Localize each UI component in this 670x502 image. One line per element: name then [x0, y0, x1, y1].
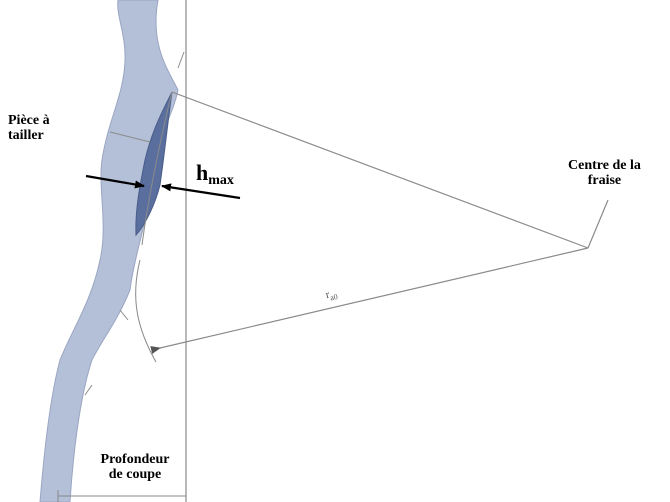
workpiece-label-line1: Pièce à	[8, 113, 50, 128]
workpiece-band	[39, 0, 179, 502]
pointer-workpiece	[109, 131, 151, 143]
cutter-centre-label: Centre de la fraise	[568, 158, 641, 189]
cut-depth-label: Profondeur de coupe	[84, 452, 186, 483]
cut-depth-label-line2: de coupe	[108, 467, 162, 483]
tooth-tick-2	[119, 309, 129, 321]
hmax-arrow-right	[161, 183, 241, 200]
tooth-outline-2	[135, 259, 157, 363]
hmax-label: hmax	[196, 160, 234, 188]
cutter-centre-label-line1: Centre de la	[568, 158, 641, 173]
hmax-label-sub: max	[208, 173, 234, 188]
tooth-outline-1	[141, 91, 173, 246]
cutter-centre-label-line2: fraise	[587, 173, 622, 189]
tooth-tick-1	[177, 51, 185, 69]
workpiece-label: Pièce à tailler	[8, 113, 50, 144]
line-top-to-centre	[171, 91, 589, 249]
radius-line	[150, 247, 589, 354]
hmax-label-main: h	[196, 160, 209, 185]
centre-leader-line	[587, 199, 609, 249]
workpiece-label-line2: tailler	[8, 128, 44, 144]
cut-depth-label-line1: Profondeur	[100, 452, 170, 467]
tooth-tick-3	[84, 384, 93, 396]
hmax-arrow-left	[85, 174, 145, 189]
